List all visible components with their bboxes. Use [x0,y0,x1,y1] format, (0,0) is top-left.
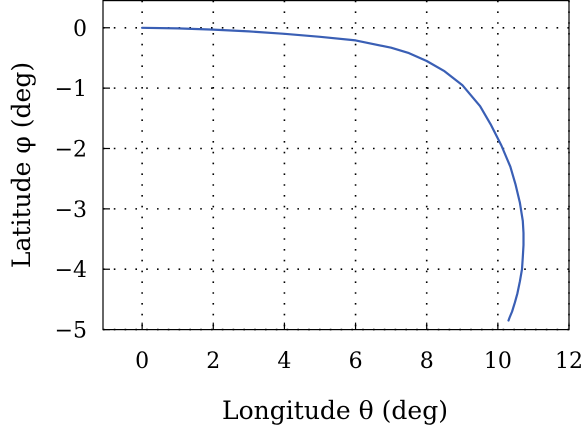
x-tick-label: 4 [277,349,291,374]
x-tick-label: 0 [135,349,149,374]
series-line [141,26,525,322]
ticks [103,27,570,331]
y-tick-label: −1 [55,77,87,102]
plot-frame [102,0,570,331]
y-tick-labels: 0 −1 −2 −3 −4 −5 [55,17,87,344]
x-tick-labels: 0 2 4 6 8 10 12 [135,349,583,374]
y-axis-title: Latitude φ (deg) [7,62,36,268]
y-tick-label: 0 [73,17,87,42]
grid [103,0,570,331]
x-tick-label: 8 [420,349,434,374]
x-axis-title: Longitude θ (deg) [222,396,448,425]
y-tick-label: −3 [55,198,87,223]
x-tick-label: 10 [484,349,512,374]
x-tick-label: 6 [349,349,363,374]
x-tick-label: 12 [555,349,583,374]
y-tick-label: −2 [55,137,87,162]
y-tick-label: −5 [55,319,87,344]
series-layer [141,26,525,322]
x-tick-label: 2 [206,349,220,374]
y-tick-label: −4 [55,258,87,283]
